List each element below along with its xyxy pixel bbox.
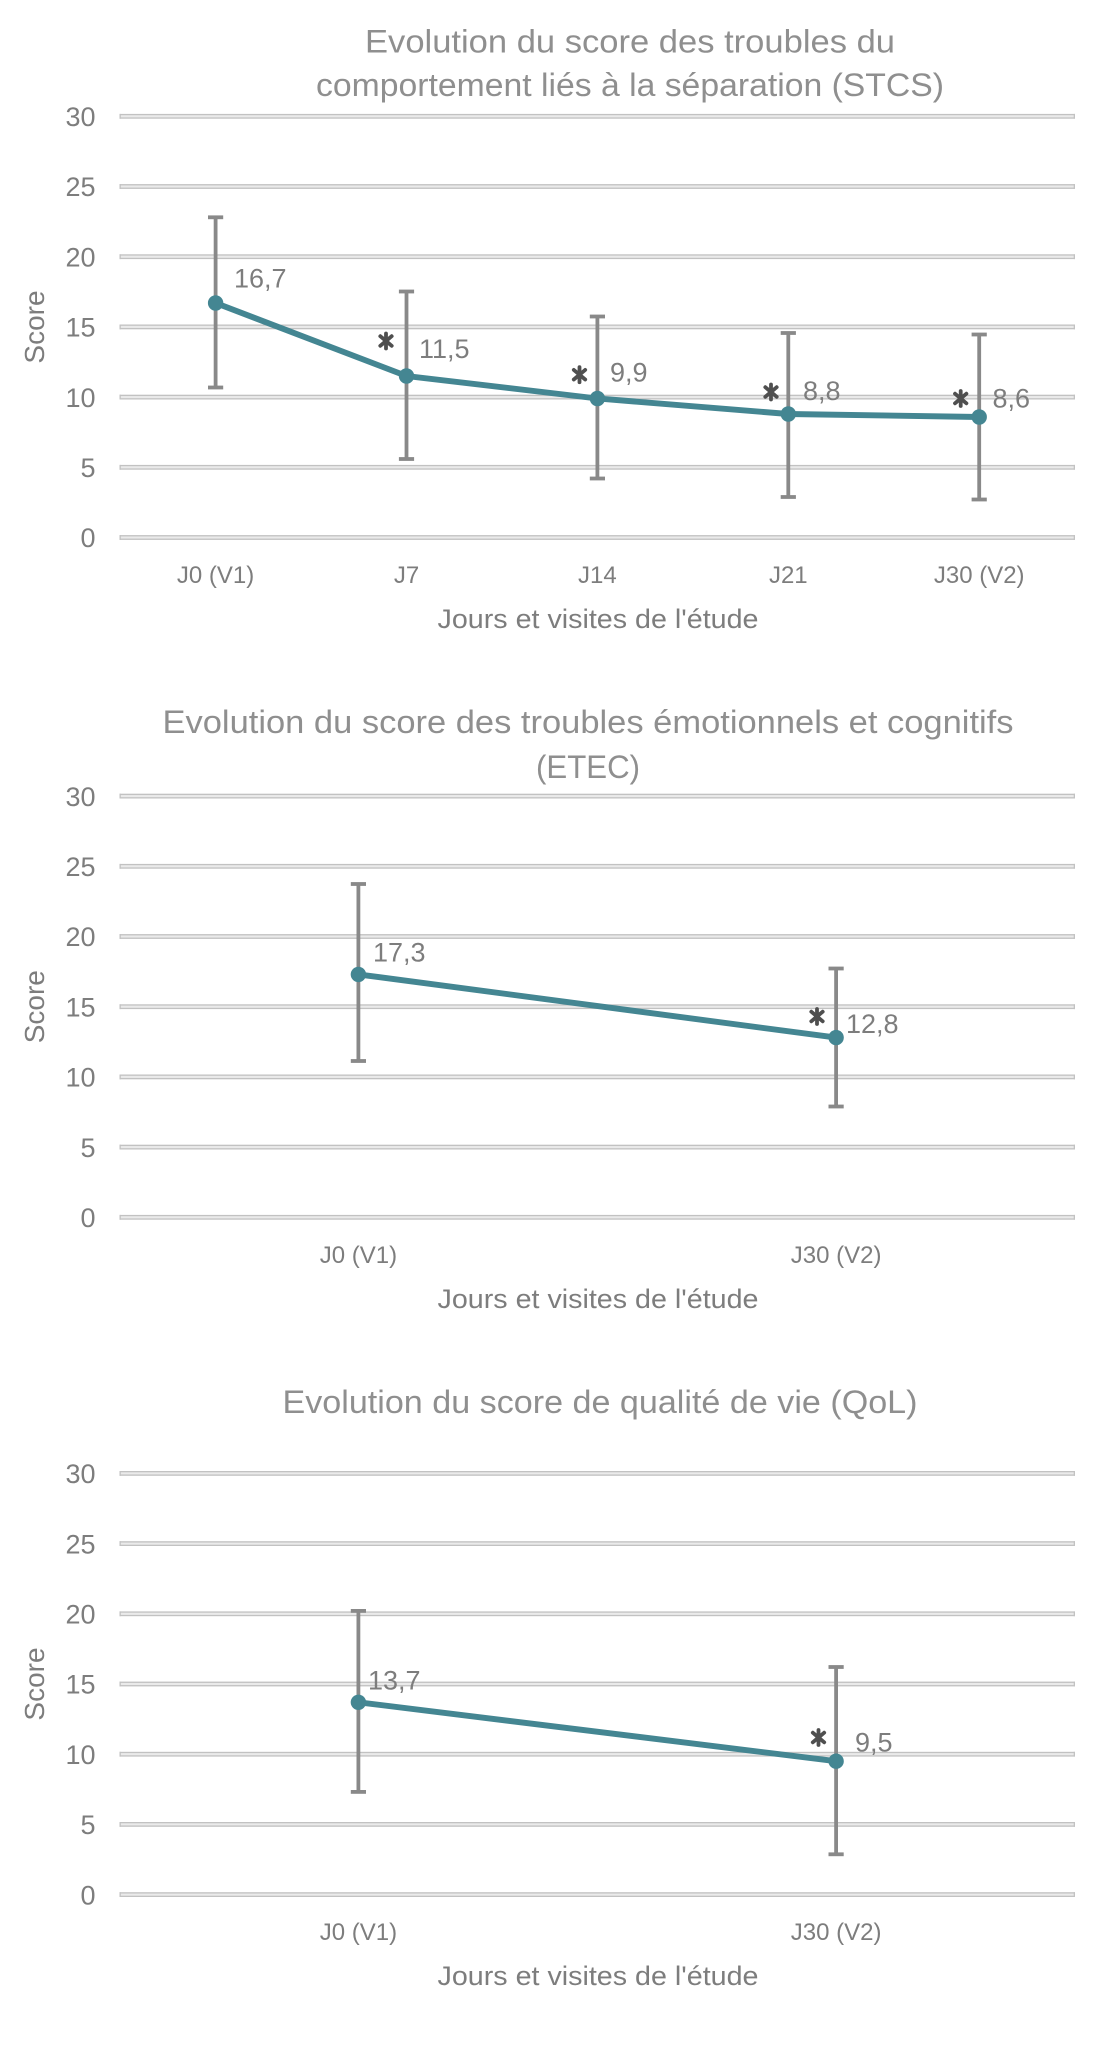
- svg-text:12,8: 12,8: [846, 1009, 899, 1039]
- svg-text:9,9: 9,9: [610, 358, 648, 388]
- svg-text:J0 (V1): J0 (V1): [320, 1242, 397, 1269]
- svg-text:15: 15: [65, 992, 95, 1022]
- svg-text:Score: Score: [19, 970, 50, 1043]
- svg-text:13,7: 13,7: [368, 1666, 421, 1696]
- svg-text:30: 30: [65, 782, 95, 812]
- svg-text:Score: Score: [19, 290, 50, 363]
- svg-text:5: 5: [80, 453, 95, 483]
- svg-text:17,3: 17,3: [373, 938, 426, 968]
- svg-text:10: 10: [65, 383, 95, 413]
- svg-text:Jours et visites de l'étude: Jours et visites de l'étude: [438, 604, 759, 634]
- svg-text:8,6: 8,6: [993, 383, 1031, 413]
- svg-text:Evolution du score des trouble: Evolution du score des troubles du: [365, 23, 895, 59]
- svg-text:15: 15: [65, 1670, 95, 1700]
- svg-text:Jours et visites de l'étude: Jours et visites de l'étude: [438, 1284, 759, 1314]
- svg-text:Evolution du score des trouble: Evolution du score des troubles émotionn…: [163, 704, 1014, 740]
- svg-text:10: 10: [65, 1063, 95, 1093]
- svg-text:Evolution du score de qualité: Evolution du score de qualité de vie (Qo…: [283, 1384, 918, 1420]
- svg-text:J30 (V2): J30 (V2): [791, 1919, 882, 1946]
- svg-text:11,5: 11,5: [419, 334, 470, 364]
- svg-text:J0 (V1): J0 (V1): [320, 1919, 397, 1946]
- svg-text:J0 (V1): J0 (V1): [177, 562, 254, 589]
- svg-text:Jours et visites de l'étude: Jours et visites de l'étude: [438, 1961, 759, 1991]
- svg-text:15: 15: [65, 313, 95, 343]
- svg-text:20: 20: [65, 922, 95, 952]
- svg-text:0: 0: [80, 1880, 95, 1910]
- svg-text:30: 30: [65, 102, 95, 132]
- svg-text:0: 0: [80, 523, 95, 553]
- svg-text:5: 5: [80, 1810, 95, 1840]
- svg-text:J30 (V2): J30 (V2): [791, 1242, 882, 1269]
- svg-text:J7: J7: [394, 562, 419, 589]
- svg-text:30: 30: [65, 1459, 95, 1489]
- svg-text:9,5: 9,5: [855, 1728, 893, 1758]
- svg-text:10: 10: [65, 1740, 95, 1770]
- svg-text:16,7: 16,7: [234, 264, 287, 294]
- svg-text:25: 25: [65, 852, 95, 882]
- svg-text:(ETEC): (ETEC): [536, 749, 640, 785]
- svg-text:5: 5: [80, 1133, 95, 1163]
- svg-text:Score: Score: [19, 1647, 50, 1720]
- svg-text:8,8: 8,8: [803, 376, 841, 406]
- svg-text:20: 20: [65, 242, 95, 272]
- svg-text:20: 20: [65, 1600, 95, 1630]
- svg-text:J21: J21: [769, 562, 808, 589]
- svg-text:J14: J14: [578, 562, 617, 589]
- svg-text:25: 25: [65, 1529, 95, 1559]
- svg-text:0: 0: [80, 1203, 95, 1233]
- svg-text:J30 (V2): J30 (V2): [934, 562, 1025, 589]
- svg-text:comportement liés à la séparat: comportement liés à la séparation (STCS): [316, 67, 944, 103]
- svg-text:25: 25: [65, 172, 95, 202]
